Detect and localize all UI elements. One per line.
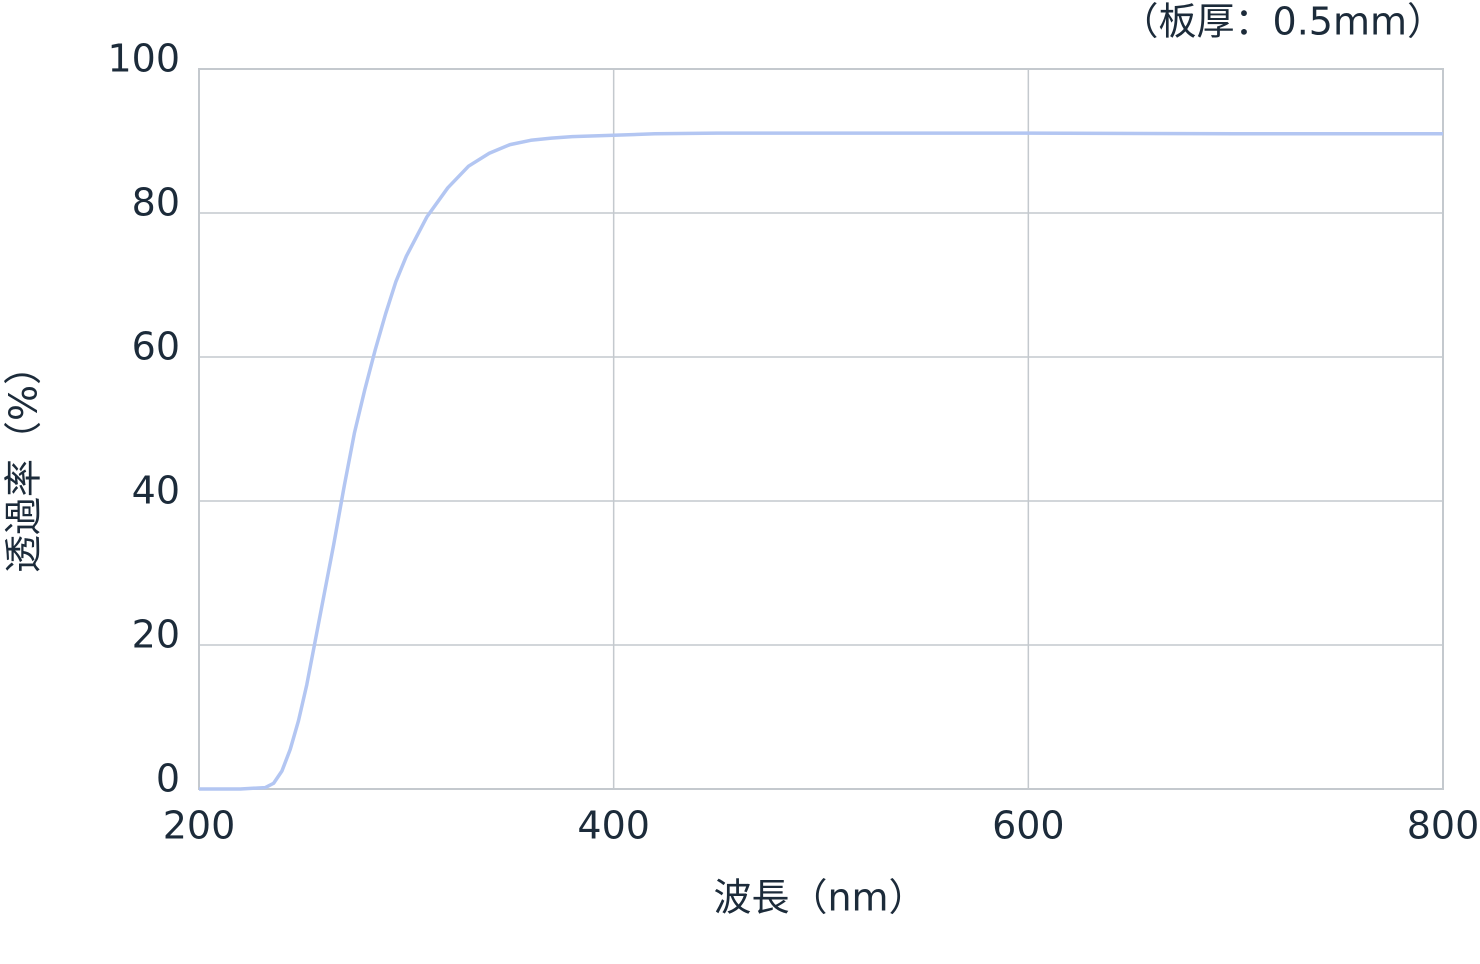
x-tick-label: 800 (1407, 804, 1480, 848)
x-axis-label: 波長（nm） (713, 876, 926, 920)
x-tick-label: 400 (577, 804, 650, 848)
x-tick-label: 200 (163, 804, 236, 848)
data-line (199, 131, 1443, 791)
y-tick-label: 40 (132, 469, 180, 513)
x-tick-label: 600 (992, 804, 1065, 848)
y-tick-label: 100 (107, 37, 180, 81)
y-axis-label: 透過率（%） (2, 347, 46, 573)
annotation: （板厚：0.5mm） (1121, 0, 1445, 44)
y-tick-label: 20 (132, 613, 180, 657)
plot-frame (198, 68, 1444, 790)
y-tick-label: 80 (132, 181, 180, 225)
y-tick-label: 0 (156, 757, 180, 801)
y-tick-label: 60 (132, 325, 180, 369)
